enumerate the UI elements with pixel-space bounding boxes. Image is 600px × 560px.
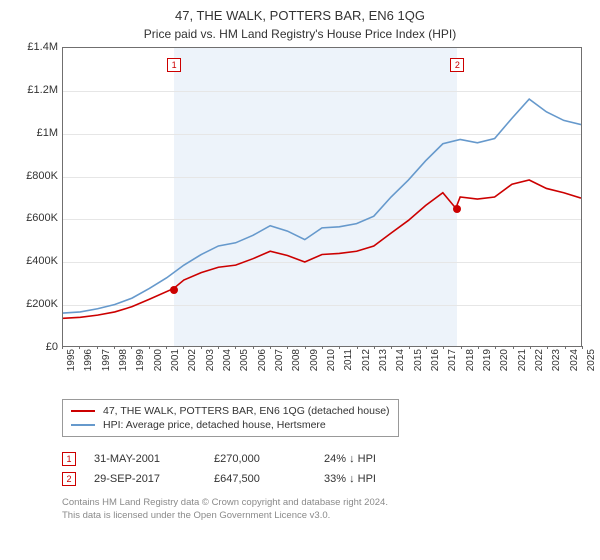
sale-marker-icon: 2 <box>62 472 76 486</box>
x-axis-label: 2006 <box>257 349 268 375</box>
x-axis-label: 2004 <box>222 349 233 375</box>
sale-date: 31-MAY-2001 <box>94 453 214 465</box>
y-axis-label: £1.4M <box>12 41 58 53</box>
x-axis-label: 2001 <box>170 349 181 375</box>
footer-attribution: Contains HM Land Registry data © Crown c… <box>62 497 582 523</box>
x-axis-label: 2024 <box>569 349 580 375</box>
x-axis-label: 2015 <box>413 349 424 375</box>
y-axis-label: £1.2M <box>12 84 58 96</box>
x-axis-label: 2012 <box>361 349 372 375</box>
footer-line: This data is licensed under the Open Gov… <box>62 510 582 523</box>
price-chart: £0£200K£400K£600K£800K£1M£1.2M£1.4M 12 1… <box>12 47 588 397</box>
x-axis-label: 2007 <box>274 349 285 375</box>
x-axis-label: 2009 <box>309 349 320 375</box>
sale-marker-label: 1 <box>167 58 181 72</box>
legend-item-subject: 47, THE WALK, POTTERS BAR, EN6 1QG (deta… <box>71 404 390 418</box>
sale-price: £647,500 <box>214 473 324 485</box>
legend-item-hpi: HPI: Average price, detached house, Hert… <box>71 418 390 432</box>
legend-swatch-subject <box>71 410 95 412</box>
x-axis-label: 1998 <box>118 349 129 375</box>
x-axis-label: 1997 <box>101 349 112 375</box>
x-axis-label: 2011 <box>343 349 354 375</box>
page-title: 47, THE WALK, POTTERS BAR, EN6 1QG <box>12 8 588 23</box>
x-axis-label: 1999 <box>135 349 146 375</box>
legend-label: 47, THE WALK, POTTERS BAR, EN6 1QG (deta… <box>103 405 390 417</box>
sale-hpi-diff: 24% ↓ HPI <box>324 453 444 465</box>
x-axis-label: 2023 <box>551 349 562 375</box>
x-axis-label: 2019 <box>482 349 493 375</box>
page-subtitle: Price paid vs. HM Land Registry's House … <box>12 27 588 41</box>
x-axis-label: 2014 <box>395 349 406 375</box>
sale-marker-icon: 1 <box>62 452 76 466</box>
legend-label: HPI: Average price, detached house, Hert… <box>103 419 326 431</box>
sale-price: £270,000 <box>214 453 324 465</box>
x-axis-label: 2017 <box>447 349 458 375</box>
footer-line: Contains HM Land Registry data © Crown c… <box>62 497 582 510</box>
x-axis-label: 2016 <box>430 349 441 375</box>
sale-marker-dot <box>170 286 178 294</box>
x-axis-label: 2020 <box>499 349 510 375</box>
legend: 47, THE WALK, POTTERS BAR, EN6 1QG (deta… <box>62 399 399 437</box>
y-axis-label: £0 <box>12 341 58 353</box>
x-axis-label: 1995 <box>66 349 77 375</box>
x-axis-label: 2010 <box>326 349 337 375</box>
x-axis-label: 2005 <box>239 349 250 375</box>
x-axis-label: 2000 <box>153 349 164 375</box>
x-axis-label: 2021 <box>517 349 528 375</box>
y-axis-label: £1M <box>12 127 58 139</box>
x-axis-label: 2008 <box>291 349 302 375</box>
x-axis-label: 2018 <box>465 349 476 375</box>
x-axis-label: 2022 <box>534 349 545 375</box>
legend-swatch-hpi <box>71 424 95 426</box>
plot-area: 12 <box>62 47 582 347</box>
y-axis-label: £600K <box>12 212 58 224</box>
sale-row: 2 29-SEP-2017 £647,500 33% ↓ HPI <box>62 469 562 489</box>
y-axis-label: £800K <box>12 170 58 182</box>
series-subject <box>63 180 581 318</box>
sale-marker-dot <box>453 205 461 213</box>
x-axis-label: 1996 <box>83 349 94 375</box>
x-axis-label: 2013 <box>378 349 389 375</box>
sale-row: 1 31-MAY-2001 £270,000 24% ↓ HPI <box>62 449 562 469</box>
x-axis-label: 2002 <box>187 349 198 375</box>
x-axis-label: 2025 <box>586 349 597 375</box>
y-axis-label: £200K <box>12 298 58 310</box>
x-axis-labels: 1995 1996 1997 1998 1999 2000 2001 2002 2003 2004… <box>62 349 582 397</box>
series-hpi <box>63 99 581 313</box>
sale-date: 29-SEP-2017 <box>94 473 214 485</box>
y-axis-label: £400K <box>12 255 58 267</box>
chart-lines <box>63 48 581 346</box>
sale-hpi-diff: 33% ↓ HPI <box>324 473 444 485</box>
sale-marker-label: 2 <box>450 58 464 72</box>
x-axis-label: 2003 <box>205 349 216 375</box>
sales-table: 1 31-MAY-2001 £270,000 24% ↓ HPI 2 29-SE… <box>62 449 562 489</box>
